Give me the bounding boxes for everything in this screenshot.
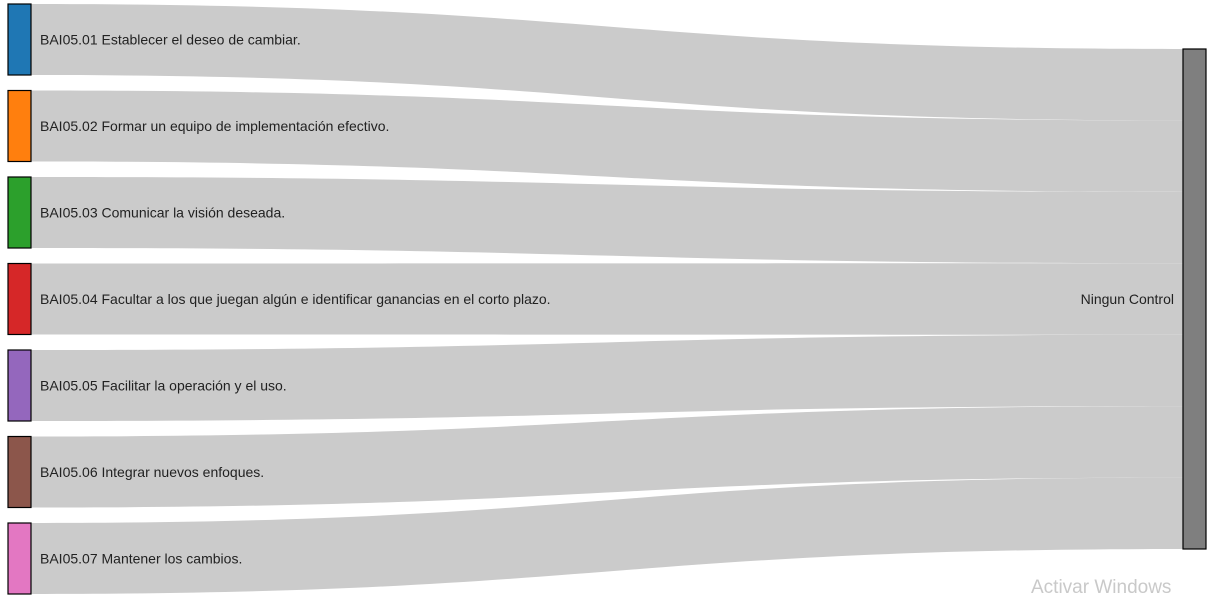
source-node-bai05-03[interactable] xyxy=(7,176,32,249)
source-node-bai05-04[interactable] xyxy=(7,262,32,336)
link-bai05-01-to-ningun-control[interactable] xyxy=(31,4,1183,121)
sankey-nodes xyxy=(7,3,1207,595)
source-label-bai05-03: BAI05.03 Comunicar la visión deseada. xyxy=(40,205,285,221)
link-bai05-07-to-ningun-control[interactable] xyxy=(31,477,1183,594)
link-bai05-02-to-ningun-control[interactable] xyxy=(31,90,1183,192)
source-node-bai05-01[interactable] xyxy=(7,3,32,76)
source-label-bai05-02: BAI05.02 Formar un equipo de implementac… xyxy=(40,118,389,134)
source-node-bai05-05[interactable] xyxy=(7,349,32,422)
target-node-ningun-control[interactable] xyxy=(1182,48,1207,550)
source-label-bai05-05: BAI05.05 Facilitar la operación y el uso… xyxy=(40,378,287,394)
link-bai05-03-to-ningun-control[interactable] xyxy=(31,177,1183,264)
link-bai05-04-to-ningun-control[interactable] xyxy=(31,263,1183,335)
source-label-bai05-06: BAI05.06 Integrar nuevos enfoques. xyxy=(40,464,264,480)
target-label-ningun-control: Ningun Control xyxy=(1081,291,1174,307)
windows-activation-watermark: Activar Windows xyxy=(1031,577,1172,598)
sankey-links xyxy=(31,4,1183,594)
source-label-bai05-04: BAI05.04 Facultar a los que juegan algún… xyxy=(40,291,551,307)
sankey-labels: BAI05.01 Establecer el deseo de cambiar.… xyxy=(40,32,1174,567)
source-node-bai05-06[interactable] xyxy=(7,435,32,509)
source-node-bai05-07[interactable] xyxy=(7,522,32,595)
source-label-bai05-07: BAI05.07 Mantener los cambios. xyxy=(40,551,242,567)
source-label-bai05-01: BAI05.01 Establecer el deseo de cambiar. xyxy=(40,32,301,48)
source-node-bai05-02[interactable] xyxy=(7,89,32,163)
link-bai05-06-to-ningun-control[interactable] xyxy=(31,406,1183,508)
link-bai05-05-to-ningun-control[interactable] xyxy=(31,334,1183,421)
